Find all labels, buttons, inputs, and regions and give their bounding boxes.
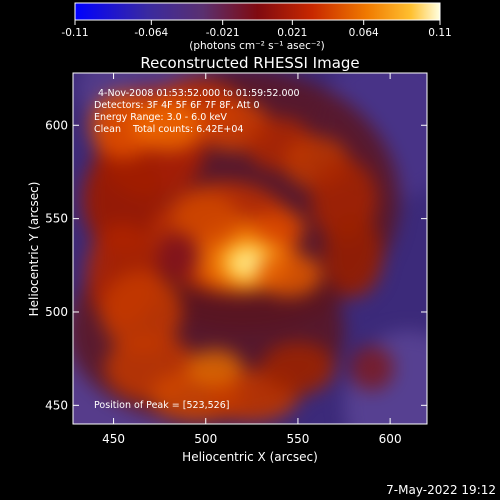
axis-ticks: 450 500 550 600 450 500 550 600 xyxy=(45,73,427,446)
colorbar-tick-label: 0.021 xyxy=(277,27,307,39)
annotation-time: 4-Nov-2008 01:53:52.000 to 01:59:52.000 xyxy=(98,88,300,99)
emission-blob xyxy=(82,147,164,253)
x-axis-label: Heliocentric X (arcsec) xyxy=(182,450,318,464)
colorbar-unit: (photons cm⁻² s⁻¹ asec⁻²) xyxy=(189,40,324,52)
emission-blob xyxy=(349,345,394,391)
x-tick-label: 450 xyxy=(102,432,125,446)
annotation-peak: Position of Peak = [523,526] xyxy=(94,400,229,411)
y-tick-label: 450 xyxy=(45,398,68,412)
colorbar-tick-label: -0.11 xyxy=(61,27,88,39)
plot-frame xyxy=(72,72,428,425)
y-tick-label: 600 xyxy=(45,118,68,132)
annotation-clean: Clean Total counts: 6.42E+04 xyxy=(94,124,243,135)
emission-blob xyxy=(187,349,243,387)
colorbar xyxy=(74,2,441,21)
colorbar-tick-label: 0.064 xyxy=(349,27,379,39)
annotation-energy: Energy Range: 3.0 - 6.0 keV xyxy=(94,112,227,123)
emission-blob xyxy=(255,252,322,298)
colorbar-ticks: -0.11 -0.064 -0.021 0.021 0.064 0.11 xyxy=(61,20,452,39)
emission-blob xyxy=(253,209,306,247)
emission-blob xyxy=(172,192,239,245)
emission-blob xyxy=(261,341,335,395)
colorbar-tick-label: 0.11 xyxy=(428,27,451,39)
x-tick-label: 550 xyxy=(286,432,309,446)
x-tick-label: 600 xyxy=(379,432,402,446)
emission-blob xyxy=(323,214,383,298)
colorbar-tick-label: -0.021 xyxy=(206,27,240,39)
y-tick-label: 550 xyxy=(45,212,68,226)
footer-date: 7-May-2022 19:12 xyxy=(386,483,496,497)
colorbar-tick-label: -0.064 xyxy=(134,27,168,39)
chart-title: Reconstructed RHESSI Image xyxy=(140,54,359,72)
emission-blob xyxy=(132,99,206,152)
emission-blob xyxy=(155,233,201,279)
x-tick-label: 500 xyxy=(194,432,217,446)
y-axis-label: Heliocentric Y (arcsec) xyxy=(27,182,41,317)
y-tick-label: 500 xyxy=(45,305,68,319)
annotation-detectors: Detectors: 3F 4F 5F 6F 7F 8F, Att 0 xyxy=(94,100,260,111)
emission-blob xyxy=(100,270,182,354)
heatmap-image xyxy=(73,73,427,424)
emission-blob xyxy=(89,91,156,159)
